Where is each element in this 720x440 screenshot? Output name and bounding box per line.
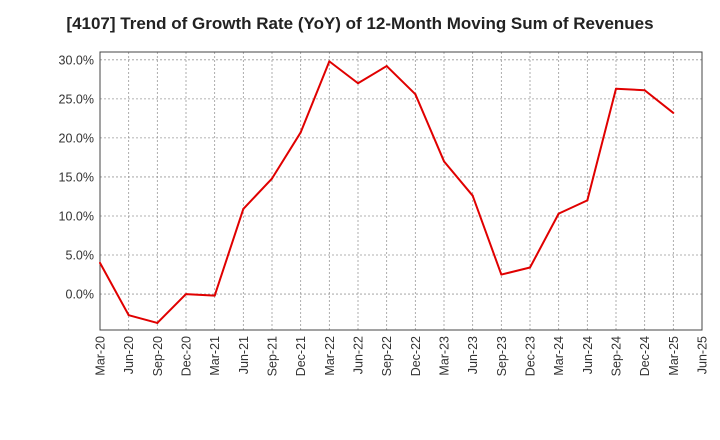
data-point [213, 294, 216, 297]
x-tick-label: Dec-20 [180, 336, 194, 376]
data-point [185, 293, 187, 296]
x-tick-label: Sep-24 [610, 336, 624, 376]
x-tick-label: Jun-23 [466, 336, 480, 374]
x-tick-label: Mar-24 [552, 336, 566, 376]
data-point [414, 93, 417, 96]
plot-frame [99, 51, 703, 331]
x-tick-label: Sep-20 [151, 336, 165, 376]
x-tick-label: Mar-23 [438, 336, 452, 376]
data-point [357, 82, 359, 85]
data-point [471, 194, 474, 197]
x-tick-label: Sep-23 [495, 336, 509, 376]
data-point [242, 207, 245, 210]
data-point [156, 321, 159, 324]
x-tick-label: Mar-22 [323, 336, 337, 376]
x-tick-label: Jun-24 [581, 336, 595, 374]
data-point [99, 261, 101, 264]
data-point [500, 273, 503, 276]
data-point [328, 60, 331, 63]
data-point [271, 177, 273, 180]
x-tick-label: Jun-21 [237, 336, 251, 374]
data-point [385, 65, 388, 68]
x-tick-label: Mar-25 [667, 336, 681, 376]
x-tick-label: Dec-22 [409, 336, 423, 376]
data-point [299, 131, 302, 134]
x-tick-label: Dec-21 [294, 336, 308, 376]
y-tick-label: 30.0% [59, 53, 94, 67]
y-tick-label: 15.0% [59, 170, 94, 184]
x-tick-label: Jun-20 [122, 336, 136, 374]
y-tick-label: 5.0% [66, 249, 95, 263]
chart-title: [4107] Trend of Growth Rate (YoY) of 12-… [66, 14, 654, 33]
data-point [127, 314, 130, 317]
data-point [615, 87, 617, 90]
y-tick-label: 20.0% [59, 131, 94, 145]
x-tick-label: Mar-21 [208, 336, 222, 376]
x-tick-label: Mar-20 [94, 336, 108, 376]
data-point [529, 266, 531, 269]
data-point [586, 199, 589, 202]
x-tick-label: Jun-22 [352, 336, 366, 374]
data-point [557, 212, 560, 215]
x-tick-label: Dec-24 [638, 336, 652, 376]
x-tick-label: Sep-21 [266, 336, 280, 376]
data-point [443, 160, 445, 163]
data-point [643, 89, 646, 92]
x-tick-label: Sep-22 [380, 336, 394, 376]
plot-area [100, 52, 702, 330]
y-tick-label: 10.0% [59, 209, 94, 223]
data-point [672, 111, 675, 114]
y-tick-label: 0.0% [66, 288, 95, 302]
x-tick-label: Jun-25 [696, 336, 710, 374]
x-tick-label: Dec-23 [524, 336, 538, 376]
y-tick-label: 25.0% [59, 92, 94, 106]
